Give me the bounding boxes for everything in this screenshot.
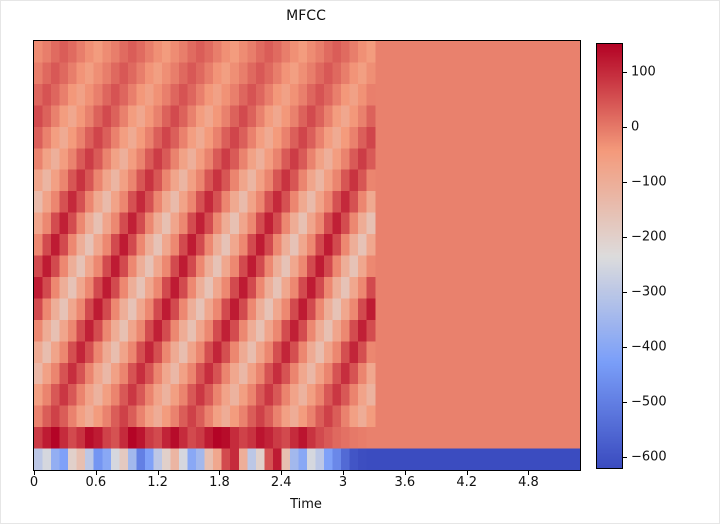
colorbar-tick-label: −600 — [631, 449, 667, 465]
colorbar-tick-label: 100 — [631, 64, 656, 80]
colorbar-tick-mark — [623, 71, 627, 73]
x-tick-label: 1.8 — [209, 475, 230, 490]
colorbar-tick-mark — [623, 401, 627, 403]
colorbar-gradient-canvas — [597, 44, 622, 468]
x-tick-mark — [466, 471, 468, 475]
colorbar-tick-mark — [623, 291, 627, 293]
colorbar-tick-mark — [623, 126, 627, 128]
colorbar-tick-label: −200 — [631, 229, 667, 245]
colorbar-tick-mark — [623, 236, 627, 238]
x-tick-mark — [157, 471, 159, 475]
x-axis-label: Time — [290, 497, 322, 512]
x-tick-label: 0 — [29, 475, 39, 490]
x-tick-label: 2.4 — [270, 475, 292, 490]
colorbar-tick-mark — [623, 456, 627, 458]
x-tick-label: 1.2 — [147, 475, 168, 490]
colorbar-tick-label: −300 — [631, 284, 667, 300]
x-tick-mark — [528, 471, 530, 475]
x-tick-mark — [343, 471, 345, 475]
colorbar-tick-label: −100 — [631, 174, 667, 190]
x-tick-mark — [404, 471, 406, 475]
x-tick-label: 0.6 — [85, 475, 107, 490]
mfcc-heatmap-canvas — [34, 41, 580, 470]
x-tick-label: 4.2 — [456, 475, 478, 490]
x-tick-label: 3.6 — [394, 475, 416, 490]
x-tick-mark — [219, 471, 221, 475]
x-tick-mark — [281, 471, 283, 475]
colorbar-tick-label: 0 — [631, 119, 640, 135]
x-tick-mark — [34, 471, 35, 475]
colorbar — [596, 43, 623, 469]
x-tick-mark — [95, 471, 97, 475]
chart-title: MFCC — [286, 8, 326, 24]
colorbar-tick-label: −500 — [631, 394, 667, 410]
heatmap-plot-area — [33, 40, 581, 471]
x-tick-label: 4.8 — [518, 475, 539, 490]
colorbar-tick-mark — [623, 181, 627, 183]
colorbar-tick-label: −400 — [631, 339, 667, 355]
colorbar-tick-mark — [623, 346, 627, 348]
x-tick-label: 3 — [338, 475, 348, 490]
